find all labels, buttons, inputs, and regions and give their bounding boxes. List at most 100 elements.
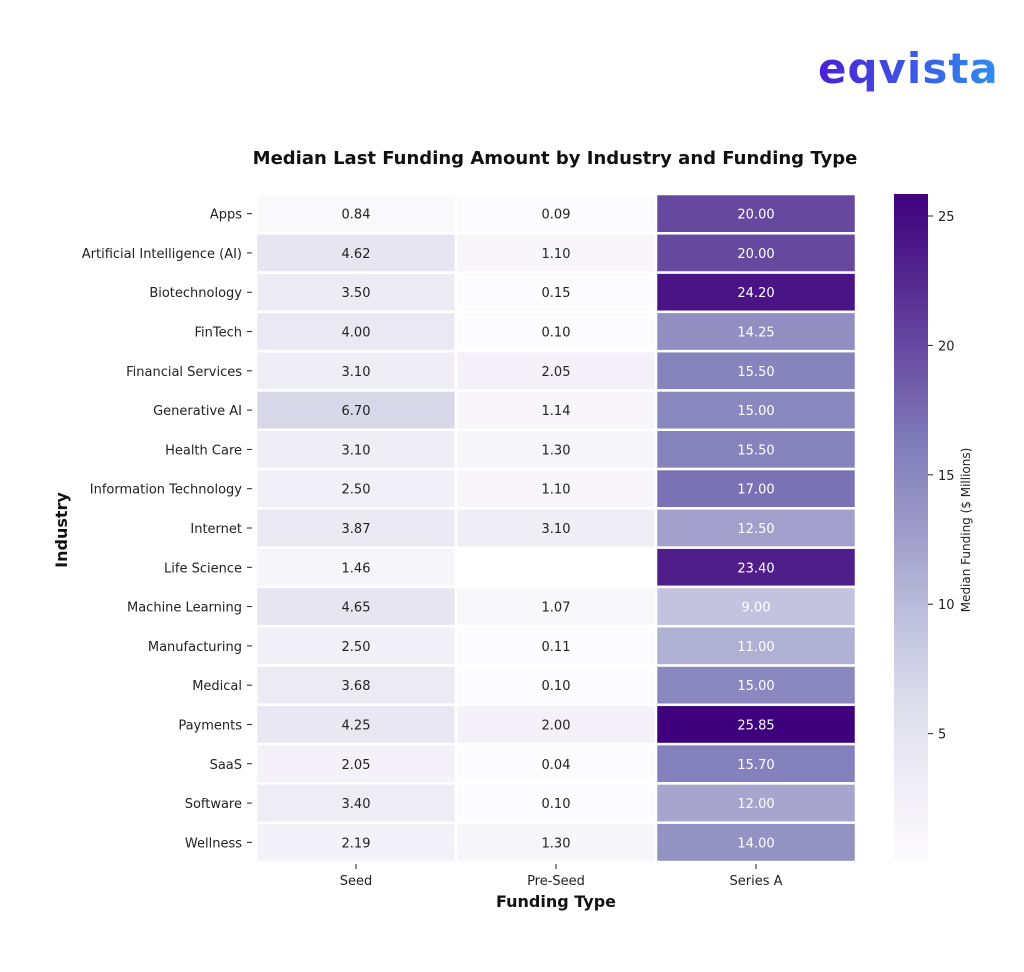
cell-value: 3.10 [542,522,571,537]
heatmap-cell [254,546,458,589]
cell-value: 0.15 [542,286,571,301]
cell-value: 15.00 [737,679,774,694]
row-label: Machine Learning [127,601,242,616]
cell-value: 24.20 [737,286,774,301]
cell-value: 1.10 [542,483,571,498]
cell-value: 0.09 [542,208,571,223]
colorbar-tick-label: 15 [938,469,955,484]
heatmap-cell [254,624,458,667]
row-label: Biotechnology [149,286,242,301]
row-label: Software [185,797,242,812]
heatmap-cell [454,232,658,274]
heatmap-cell [254,742,458,785]
row-label: FinTech [195,326,243,341]
cell-value: 0.84 [342,208,371,223]
heatmap-cell [254,585,458,628]
cell-value: 20.00 [737,247,774,262]
cell-value: 1.30 [542,836,571,851]
x-axis-label: Funding Type [496,892,616,911]
cell-value: 3.50 [342,286,371,301]
cell-value: 6.70 [342,404,371,419]
cell-value: 4.62 [342,247,371,262]
cell-value: 0.10 [542,679,571,694]
heatmap-cell [454,585,658,628]
cell-value: 1.46 [342,561,371,576]
heatmap-cell [254,821,458,864]
cell-value: 14.25 [737,326,774,341]
cell-value: 9.00 [742,601,771,616]
heatmap-cell [654,389,858,432]
row-label: Life Science [164,561,242,576]
cell-value: 15.50 [737,443,774,458]
chart-title: Median Last Funding Amount by Industry a… [252,148,858,169]
heatmap-cell [254,428,458,471]
cell-value: 0.10 [542,326,571,341]
heatmap-cell [454,271,658,314]
cell-value: 3.87 [342,522,371,537]
cell-value: 25.85 [737,718,774,733]
row-label: Information Technology [90,483,243,498]
cell-value: 2.05 [542,365,571,380]
column-label: Pre-Seed [527,874,585,889]
row-label: Artificial Intelligence (AI) [82,247,242,262]
heatmap-cell [254,467,458,510]
heatmap-cell [654,742,858,785]
cell-value: 15.70 [737,758,774,773]
cell-value: 12.00 [737,797,774,812]
cell-value: 15.00 [737,404,774,419]
eqvista-logo: eqvista [818,44,999,93]
heatmap-cell [254,310,458,353]
heatmap-cell [654,310,858,353]
row-label: Wellness [185,836,242,851]
heatmap-cell [654,703,858,746]
row-label: Health Care [165,443,242,458]
column-label: Seed [340,874,373,889]
cell-value: 11.00 [737,640,774,655]
cell-value: 15.50 [737,365,774,380]
cell-value: 1.07 [542,601,571,616]
row-label: SaaS [210,758,242,773]
heatmap-cell [654,507,858,549]
heatmap-cell [654,232,858,274]
cell-value: 2.50 [342,483,371,498]
cell-value: 14.00 [737,836,774,851]
heatmap-cell [654,546,858,589]
cell-value: 23.40 [737,561,774,576]
cell-value: 12.50 [737,522,774,537]
heatmap-cell [454,507,658,549]
cell-value: 2.00 [542,718,571,733]
cell-value: 0.11 [542,640,571,655]
cell-value: 4.00 [342,326,371,341]
heatmap-cell [654,467,858,510]
colorbar-tick-label: 25 [938,210,955,225]
cell-value: 20.00 [737,208,774,223]
heatmap-cell [654,192,858,235]
heatmap-cell [454,821,658,864]
heatmap-cell [654,585,858,628]
cell-value: 0.04 [542,758,571,773]
row-label: Generative AI [153,404,242,419]
row-label: Financial Services [126,365,242,380]
heatmap-cell [654,821,858,864]
row-label: Medical [192,679,242,694]
cell-value: 2.05 [342,758,371,773]
row-label: Manufacturing [148,640,242,655]
heatmap-cell [254,349,458,392]
cell-value: 2.19 [342,836,371,851]
cell-value: 1.10 [542,247,571,262]
colorbar-tick-label: 5 [938,728,946,743]
heatmap-cell [654,782,858,824]
colorbar [894,194,928,862]
cell-value: 3.10 [342,443,371,458]
row-label: Apps [210,208,242,223]
colorbar-tick-label: 10 [938,598,955,613]
cell-value: 3.10 [342,365,371,380]
cell-value: 0.10 [542,797,571,812]
cell-value: 4.25 [342,718,371,733]
heatmap-cell [454,546,658,589]
cell-value: 1.14 [542,404,571,419]
row-label: Internet [190,522,242,537]
cell-value: 1.30 [542,443,571,458]
cell-value: 3.68 [342,679,371,694]
column-label: Series A [729,874,782,889]
